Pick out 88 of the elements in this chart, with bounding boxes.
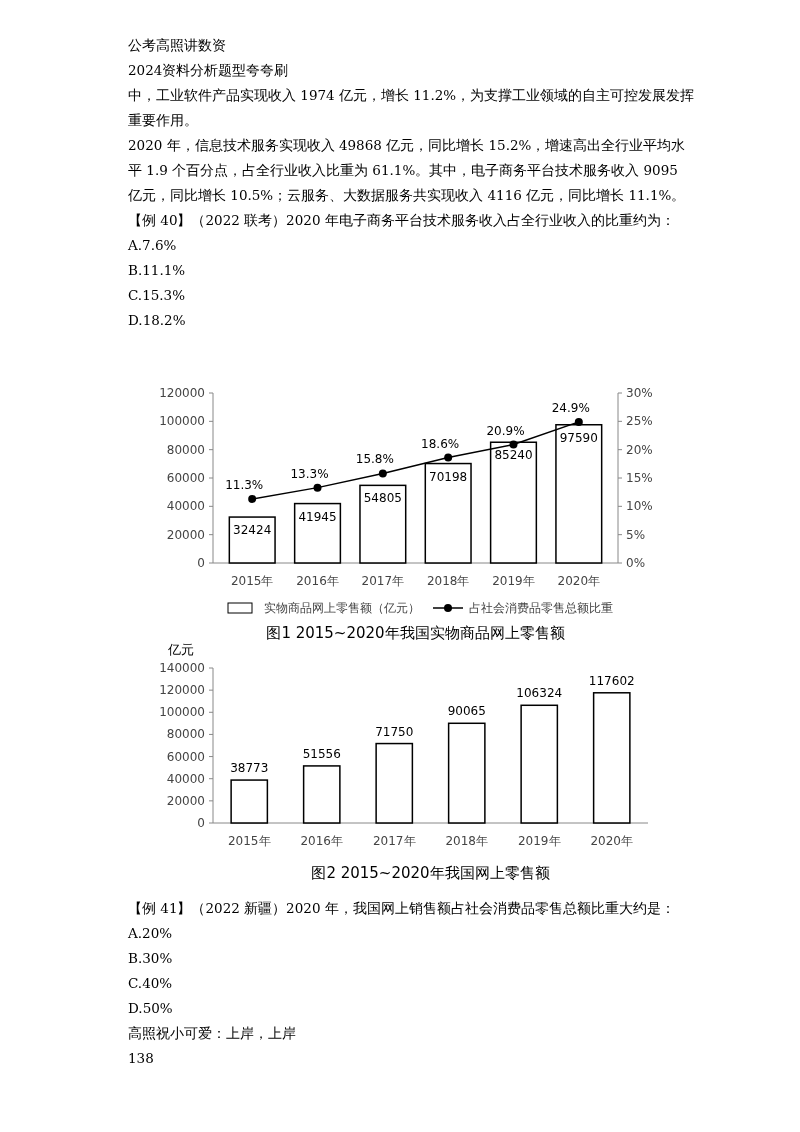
bar	[359, 484, 407, 564]
data-label: 18.6%	[421, 436, 460, 451]
y-tick-label: 100000	[159, 414, 205, 429]
y-axis-title: 亿元	[167, 642, 194, 657]
y-tick-label: 20000	[166, 793, 205, 808]
y-tick-label: 20000	[166, 527, 205, 542]
y-tick-label: 120000	[159, 683, 205, 698]
x-tick-label: 2015年	[230, 574, 274, 588]
text: C.15.3%	[128, 287, 186, 303]
data-label: 97590	[559, 430, 598, 445]
x-tick-label: 2018年	[445, 834, 489, 848]
text: B.11.1%	[128, 262, 186, 278]
data-label: 20.9%	[486, 423, 525, 438]
data-label: 13.3%	[290, 466, 329, 481]
x-tick-label: 2019年	[517, 834, 561, 848]
data-label: 90065	[447, 704, 486, 719]
y2-tick-label: 5%	[626, 527, 646, 542]
text: 高照祝小可爱：上岸，上岸	[128, 1025, 296, 1041]
bar	[592, 692, 631, 824]
y-tick-label: 80000	[166, 442, 205, 457]
data-label: 41945	[298, 509, 337, 524]
bar	[293, 502, 342, 564]
text: 公考高照讲数资	[128, 37, 226, 53]
y-tick-label: 60000	[166, 471, 205, 485]
text: 138	[128, 1050, 154, 1066]
bar	[520, 704, 559, 824]
legend-label: 占社会消费品零售总额比重	[469, 601, 613, 615]
y2-tick-label: 30%	[626, 386, 653, 400]
text: 【例 41】（2022 新疆）2020 年，我国网上销售额占社会消费品零售总额比重大约是：	[128, 900, 675, 916]
text: 2020 年，信息技术服务实现收入 49868 亿元，同比增长 15.2%，增速高出全行业平均水平 1.9 个百分点，占全行业收入比重为 61.1%。其中，电子商务平台技术服务收入 9095 亿元，同比增长 10.5%；云服务、大数据服务共实现收入 4116 亿元，同比增长 11.1%。	[127, 137, 686, 203]
bar	[447, 722, 486, 824]
y-tick-label: 100000	[159, 705, 205, 720]
bar	[230, 779, 269, 824]
y2-tick-label: 10%	[626, 499, 653, 514]
text: 中，工业软件产品实现收入 1974 亿元，增长 11.2%，为支撑工业领域的自主可控发展发挥重要作用。	[128, 87, 695, 128]
bar	[228, 516, 276, 564]
legend-label: 实物商品网上零售额（亿元）	[264, 601, 420, 615]
text: 图2 2015~2020年我国网上零售额	[311, 864, 550, 882]
data-label: 38773	[230, 761, 269, 776]
text: B.30%	[128, 950, 173, 966]
text: A.7.6%	[127, 237, 177, 253]
bar	[302, 765, 341, 824]
data-label: 106324	[516, 686, 563, 701]
y-tick-label: 140000	[159, 661, 205, 675]
x-tick-label: 2016年	[296, 574, 339, 588]
data-label: 70198	[429, 469, 468, 484]
x-tick-label: 2020年	[590, 834, 634, 848]
data-label: 32424	[233, 523, 272, 538]
data-label: 51556	[302, 746, 341, 761]
data-label: 15.8%	[355, 452, 394, 467]
text: D.18.2%	[128, 312, 186, 328]
data-label: 117602	[588, 673, 635, 688]
x-tick-label: 2017年	[361, 574, 405, 588]
y-tick-label: 0	[197, 816, 205, 830]
y2-tick-label: 15%	[626, 471, 653, 485]
y2-tick-label: 25%	[626, 414, 653, 429]
point	[574, 417, 583, 426]
x-tick-label: 2020年	[557, 574, 601, 588]
point	[444, 453, 453, 462]
text: 图1 2015~2020年我国实物商品网上零售额	[266, 624, 565, 642]
data-label: 11.3%	[225, 477, 264, 492]
y2-tick-label: 0%	[626, 556, 646, 570]
x-tick-label: 2017年	[372, 834, 416, 848]
data-label: 71750	[375, 724, 414, 739]
data-label: 24.9%	[551, 400, 590, 415]
y2-tick-label: 20%	[626, 442, 653, 457]
text: 2024资料分析题型夸夸刷	[128, 62, 289, 78]
y-tick-label: 40000	[166, 771, 205, 786]
data-label: 85240	[494, 448, 533, 463]
x-tick-label: 2019年	[492, 574, 535, 588]
y-tick-label: 60000	[166, 749, 205, 764]
text: A.20%	[127, 925, 173, 941]
y-tick-label: 80000	[166, 727, 205, 742]
text: C.40%	[128, 975, 173, 991]
data-label: 54805	[363, 491, 402, 506]
text: D.50%	[128, 1000, 173, 1016]
y-tick-label: 0	[197, 556, 205, 570]
point	[248, 494, 257, 503]
x-tick-label: 2015年	[227, 834, 271, 848]
point	[378, 469, 387, 478]
x-tick-label: 2018年	[426, 574, 470, 588]
y-tick-label: 40000	[166, 499, 205, 514]
y-tick-label: 120000	[159, 386, 205, 400]
point	[313, 483, 322, 492]
point	[509, 440, 518, 449]
bar	[375, 742, 414, 824]
x-tick-label: 2016年	[300, 834, 344, 848]
text: 【例 40】（2022 联考）2020 年电子商务平台技术服务收入占全行业收入的比重约为：	[128, 212, 675, 228]
